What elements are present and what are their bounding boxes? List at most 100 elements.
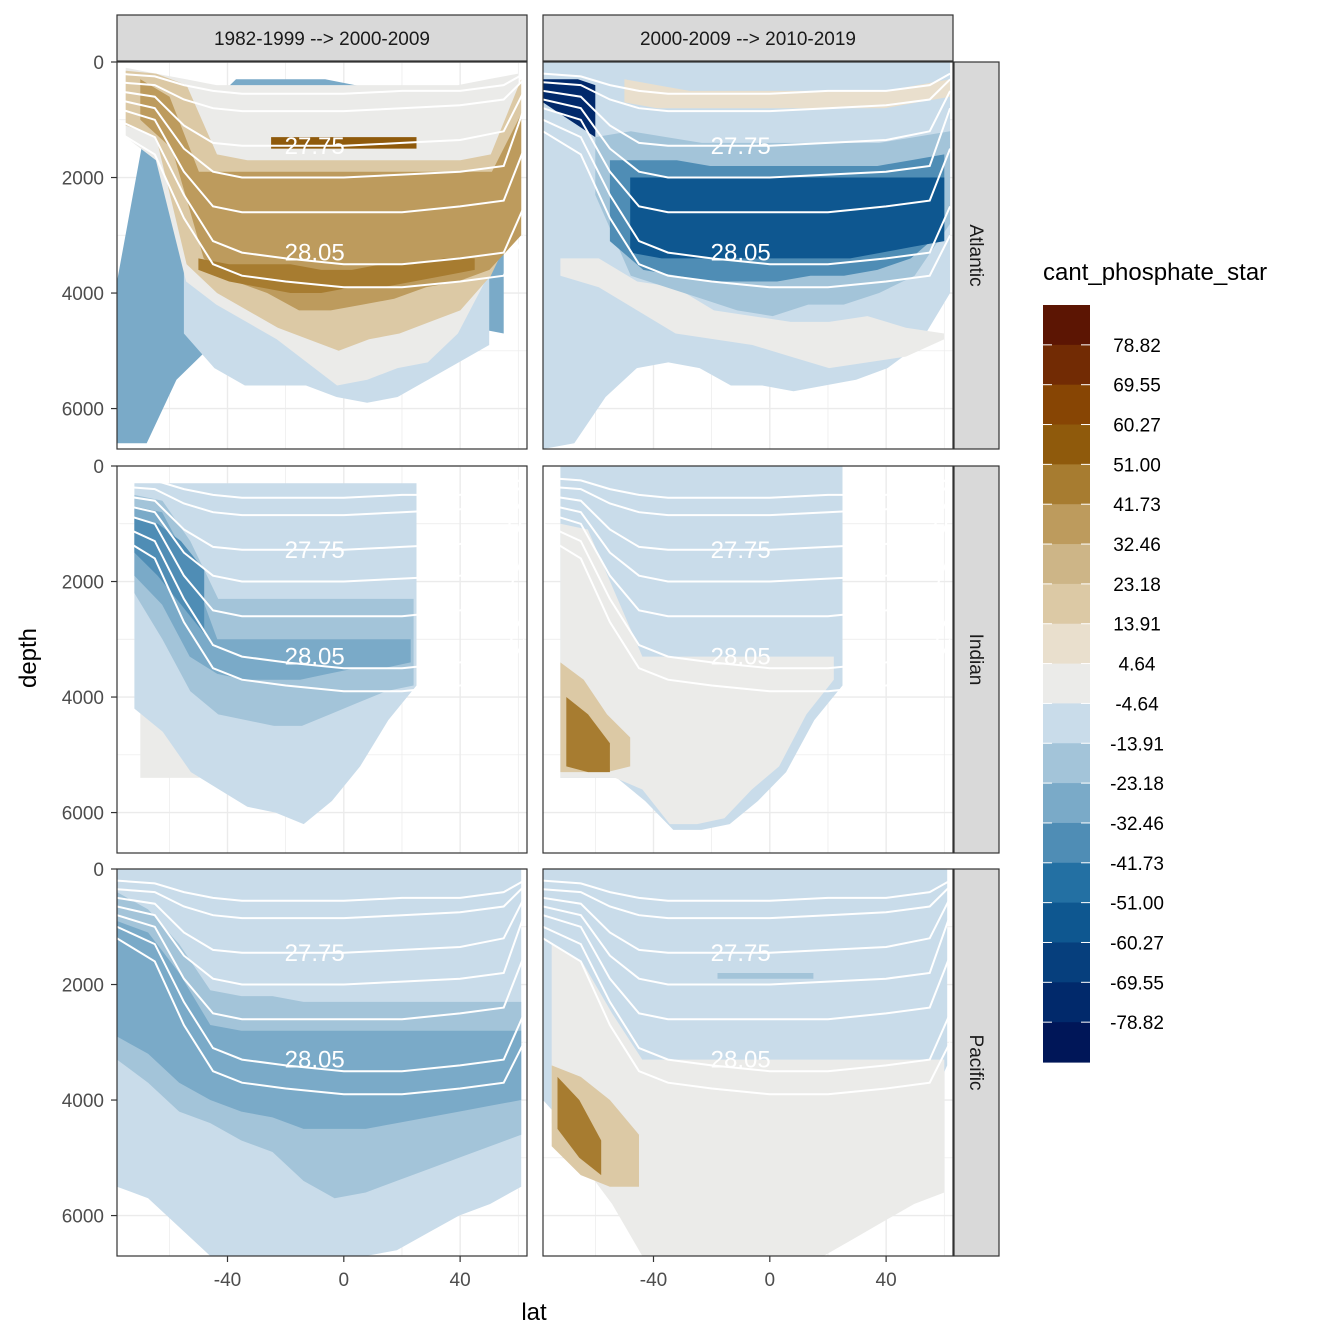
x-tick-label: 40 [876,1270,897,1291]
isopycnal-line [543,78,951,113]
isopycnal-line [543,511,952,618]
strip-background [953,465,1000,854]
x-tick-label: -40 [214,1270,241,1291]
col-strip-label: 2000-2009 --> 2010-2019 [640,29,856,50]
strip-background [542,14,954,62]
axes: 020004000600002000400060000200040006000-… [62,53,897,1291]
isopycnal-line [117,896,525,954]
isopycnal-label: 27.75 [711,940,771,967]
col-strip-label: 1982-1999 --> 2000-2009 [214,29,430,50]
panel-pacific-1: 27.75 28.05 [116,868,528,1257]
legend-color-swatch [1043,942,1090,983]
y-tick-label: 6000 [62,1207,104,1228]
x-tick-label: -40 [640,1270,667,1291]
isopycnal-lines: 27.75 28.05 [543,476,952,693]
panel-indian-2: 27.75 28.05 [542,465,954,854]
panel-border [542,465,954,854]
filled-contours [543,62,951,449]
panel-border [116,465,528,854]
panel-indian-1: 27.75 28.05 [116,465,528,854]
panel-atlantic-2: 27.75 28.05 [542,61,954,450]
contour-band [117,921,522,1129]
isopycnal-line [543,107,952,214]
y-tick-label: 0 [93,860,104,881]
isopycnal-line [543,914,952,1021]
col-strip-1: 1982-1999 --> 2000-2009 [116,14,528,62]
facet-strips: 1982-1999 --> 2000-2009 2000-2009 --> 201… [116,14,1000,1257]
panel-pacific-2: 27.75 28.05 [542,868,954,1257]
isopycnal-lines: 27.75 28.05 [117,879,526,1096]
contour-band [717,973,814,979]
isopycnal-line [117,502,526,583]
y-tick-label: 2000 [62,573,104,594]
legend-color-swatch [1043,783,1090,824]
isopycnal-label: 28.05 [711,240,771,267]
y-tick-label: 4000 [62,688,104,709]
y-tick-label: 2000 [62,169,104,190]
legend-break-label: -69.55 [1110,973,1164,994]
legend-break-label: 23.18 [1113,575,1161,596]
y-tick-label: 6000 [62,400,104,421]
contour-band [566,697,610,773]
filled-contours [543,869,948,1256]
isopycnal-line [543,905,952,986]
isopycnal-line [543,130,951,289]
isopycnal-line [117,89,525,147]
isopycnal-line [117,118,526,266]
legend-color-swatch [1043,743,1090,784]
legend-break-label: 13.91 [1113,615,1161,636]
contour-band [557,1076,602,1176]
isopycnal-line [117,78,525,113]
strip-background [953,61,1000,450]
y-axis-title: depth [15,628,42,688]
isopycnal-line [117,905,526,986]
x-tick-label: 40 [450,1270,471,1291]
isopycnal-line [117,937,525,1096]
strip-background [953,868,1000,1257]
isopycnal-line [117,107,526,214]
isopycnal-label: 28.05 [285,1047,345,1074]
isopycnal-line [543,896,951,954]
isopycnal-label: 27.75 [285,940,345,967]
row-strip-label: Pacific [965,1035,986,1091]
isopycnal-line [543,925,952,1073]
isopycnal-line [117,534,525,693]
x-axis-title: lat [521,1299,547,1326]
isopycnal-line [543,937,951,1096]
legend-color-swatch [1043,902,1090,944]
isopycnal-line [543,98,952,179]
isopycnal-label: 28.05 [285,240,345,267]
contour-band [630,177,945,259]
row-strip-indian: Indian [953,465,1000,854]
isopycnal-line [543,522,952,670]
isopycnal-label: 28.05 [711,644,771,671]
x-tick-label: 0 [339,1270,350,1291]
isopycnal-line [117,914,526,1021]
x-tick-label: 0 [765,1270,776,1291]
isopycnal-line [117,522,526,670]
isopycnal-line [117,72,525,95]
isopycnal-label: 27.75 [711,133,771,160]
isopycnal-line [543,493,951,551]
contour-band [134,506,411,680]
isopycnal-line [543,72,951,95]
legend-break-label: -51.00 [1110,894,1164,915]
legend-break-label: 51.00 [1113,455,1161,476]
panel-border [116,868,528,1257]
isopycnal-line [117,482,525,517]
legend-color-swatch [1043,703,1090,744]
legend-color-swatch [1043,344,1090,386]
legend-color-swatch [1043,623,1090,665]
panel-border [116,61,528,450]
legend-break-label: -78.82 [1110,1013,1164,1034]
legend-break-label: 60.27 [1113,416,1161,437]
col-strip-2: 2000-2009 --> 2010-2019 [542,14,954,62]
y-tick-label: 0 [93,457,104,478]
isopycnal-line [543,89,951,147]
legend-color-swatch [1043,862,1090,904]
isopycnal-label: 27.75 [711,537,771,564]
row-strip-label: Indian [965,634,986,686]
isopycnal-line [117,476,525,499]
contour-band [551,944,945,1256]
contour-band [198,258,475,293]
